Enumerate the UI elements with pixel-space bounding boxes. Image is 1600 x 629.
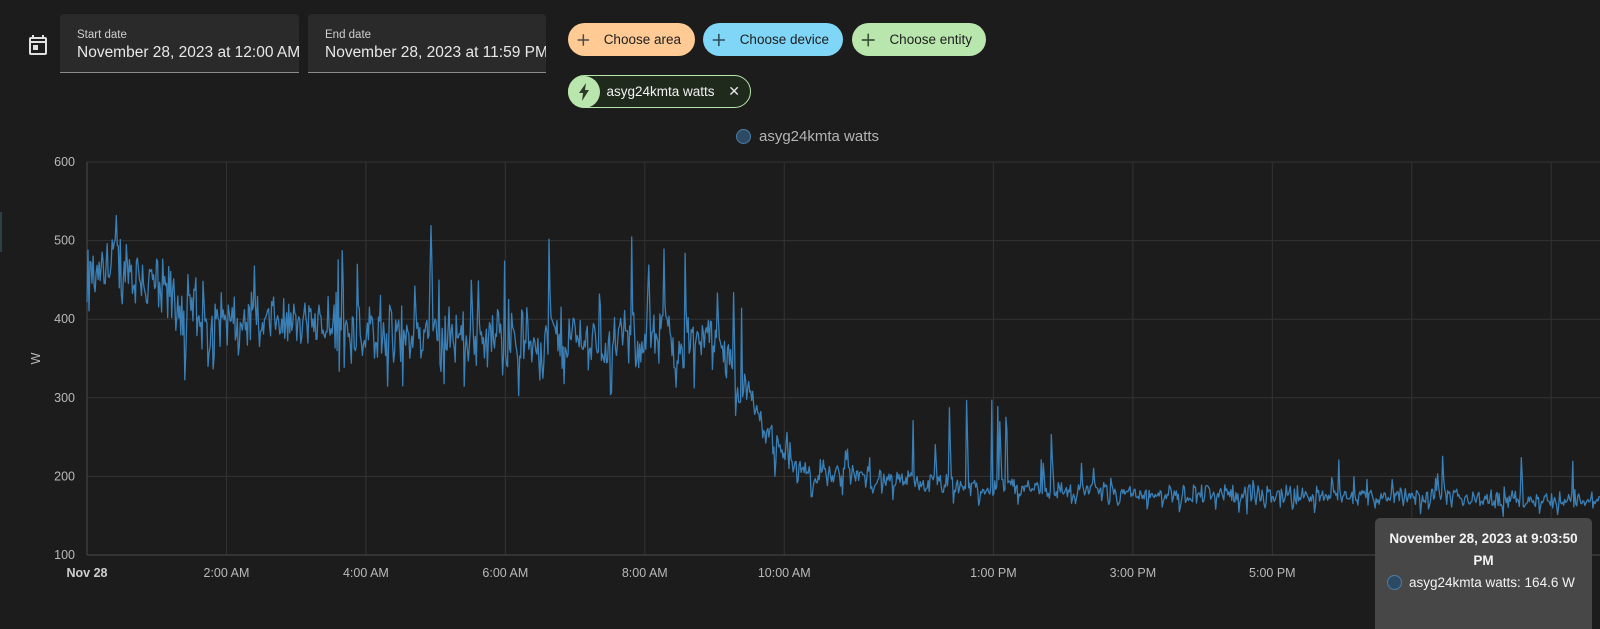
y-tick-label: 400 bbox=[54, 312, 75, 326]
tooltip-swatch bbox=[1387, 575, 1402, 590]
chart-tooltip: November 28, 2023 at 9:03:50 PM asyg24km… bbox=[1375, 518, 1592, 629]
legend-label: asyg24kmta watts bbox=[759, 128, 880, 145]
choose-device-label: Choose device bbox=[739, 32, 829, 47]
x-tick-label: 10:00 AM bbox=[758, 566, 811, 580]
close-icon[interactable]: ✕ bbox=[728, 83, 740, 99]
y-tick-label: 300 bbox=[54, 391, 75, 405]
plus-icon bbox=[712, 33, 725, 46]
choose-area-label: Choose area bbox=[603, 32, 681, 47]
tooltip-row: asyg24kmta watts: 164.6 W bbox=[1387, 575, 1580, 590]
x-tick-label: 3:00 PM bbox=[1110, 566, 1157, 580]
choose-area-button[interactable]: Choose area bbox=[568, 23, 695, 56]
tooltip-title: November 28, 2023 at 9:03:50 PM bbox=[1389, 531, 1578, 568]
choose-device-button[interactable]: Choose device bbox=[703, 23, 843, 56]
y-tick-label: 200 bbox=[54, 469, 75, 483]
x-tick-label: 2:00 AM bbox=[204, 566, 250, 580]
choose-entity-button[interactable]: Choose entity bbox=[852, 23, 986, 56]
x-tick-label: 1:00 PM bbox=[970, 566, 1017, 580]
plus-icon bbox=[861, 33, 875, 46]
x-tick-label: 4:00 AM bbox=[343, 566, 389, 580]
series-line bbox=[86, 214, 1600, 517]
choose-entity-label: Choose entity bbox=[889, 32, 972, 47]
y-tick-label: 500 bbox=[54, 234, 75, 248]
x-tick-label: Nov 28 bbox=[67, 566, 108, 580]
start-date-value[interactable]: November 28, 2023 at 12:00 AM bbox=[77, 44, 299, 61]
calendar-icon[interactable] bbox=[26, 33, 50, 57]
chart-lines bbox=[86, 214, 1600, 517]
start-date-field[interactable]: Start date November 28, 2023 at 12:00 AM bbox=[60, 14, 299, 73]
y-axis-label: W bbox=[29, 352, 43, 364]
end-date-field[interactable]: End date November 28, 2023 at 11:59 PM bbox=[308, 14, 546, 73]
start-date-label: Start date bbox=[77, 29, 127, 41]
end-date-value[interactable]: November 28, 2023 at 11:59 PM bbox=[325, 44, 546, 61]
entity-avatar bbox=[567, 75, 600, 108]
chart-axes: 100 200 300 400 500 600 Nov 28 2:00 AM 4:00 AM 6:… bbox=[29, 155, 1600, 580]
y-tick-label: 100 bbox=[54, 548, 75, 562]
x-tick-label: 8:00 AM bbox=[622, 566, 668, 580]
chart-legend-item[interactable]: asyg24kmta watts bbox=[736, 128, 879, 145]
x-tick-label: 5:00 PM bbox=[1249, 566, 1296, 580]
end-date-label: End date bbox=[325, 29, 372, 41]
y-tick-label: 600 bbox=[54, 155, 75, 169]
lightning-bolt-icon bbox=[578, 82, 589, 101]
x-tick-label: 6:00 AM bbox=[482, 566, 528, 580]
tooltip-value: asyg24kmta watts: 164.6 W bbox=[1409, 575, 1575, 590]
legend-swatch bbox=[736, 129, 751, 144]
selected-entity-name: asyg24kmta watts bbox=[606, 84, 715, 99]
sidebar-edge bbox=[0, 212, 2, 252]
selected-entity-chip[interactable]: asyg24kmta watts ✕ bbox=[567, 75, 751, 108]
plus-icon bbox=[577, 33, 590, 46]
